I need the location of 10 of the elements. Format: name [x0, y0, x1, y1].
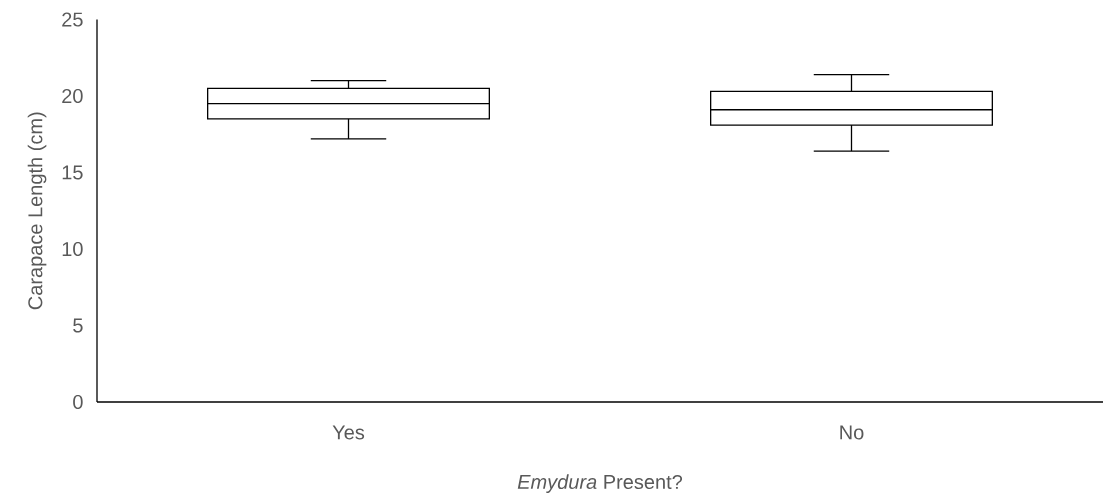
x-tick-label: Yes	[332, 425, 365, 440]
y-tick-label: 0	[73, 394, 83, 410]
y-axis-title: Carapace Length (cm)	[27, 112, 47, 310]
y-tick-label: 5	[73, 318, 83, 333]
x-tick-label: No	[840, 425, 864, 440]
y-tick-label: 20	[62, 88, 83, 104]
y-tick-label: 15	[62, 165, 83, 180]
x-axis-title: Emydura Present?	[517, 474, 683, 493]
y-tick-label: 25	[62, 12, 83, 27]
y-tick-label: 10	[62, 241, 83, 257]
